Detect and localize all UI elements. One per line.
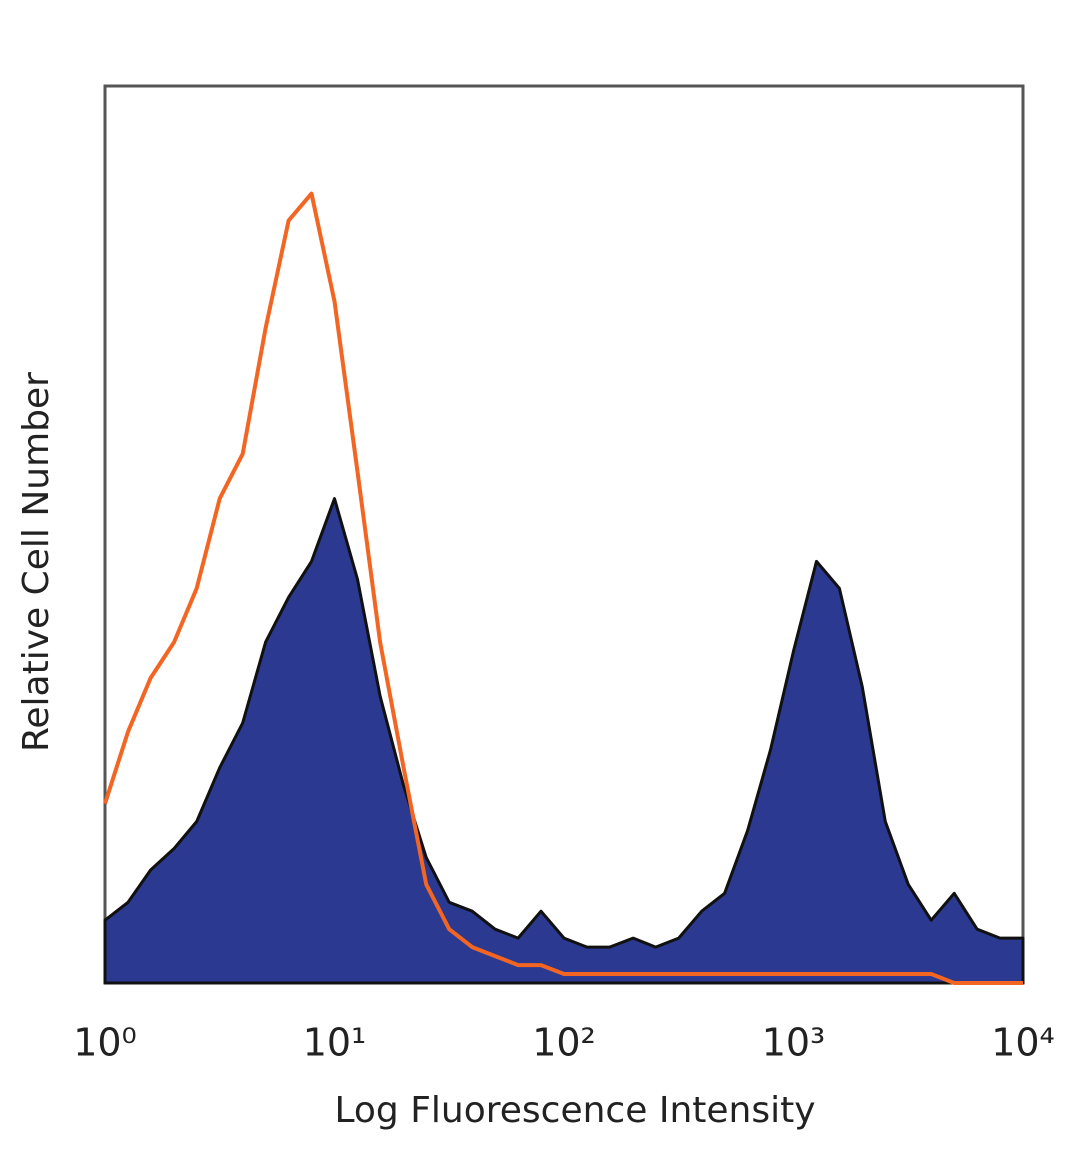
x-tick-label: 10⁴	[991, 1021, 1055, 1065]
histogram-line	[103, 191, 1023, 985]
x-tick-label: 10¹	[303, 1021, 367, 1065]
x-axis-label: Log Fluorescence Intensity	[334, 1090, 815, 1131]
y-axis-label: Relative Cell Number	[16, 372, 57, 752]
x-tick-label: 10⁰	[73, 1021, 137, 1065]
x-tick-label: 10³	[762, 1021, 826, 1065]
x-tick-label: 10²	[532, 1021, 596, 1065]
histogram-area	[103, 497, 1025, 985]
